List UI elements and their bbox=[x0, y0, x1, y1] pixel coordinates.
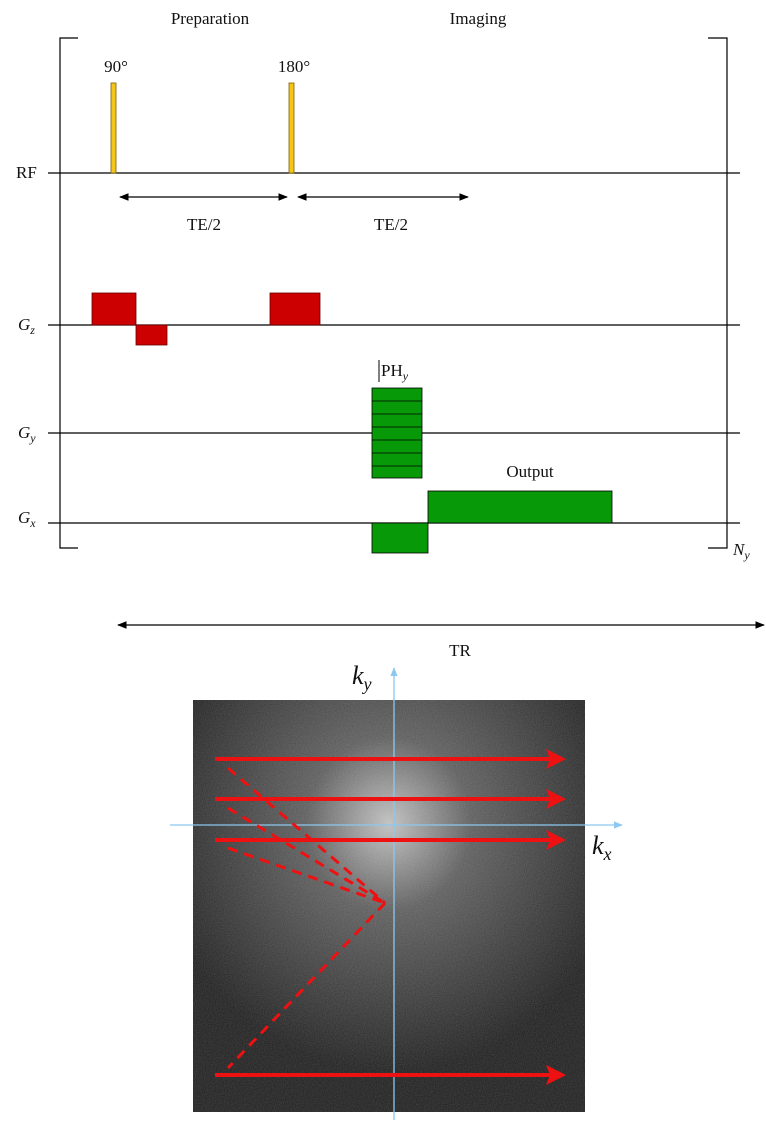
subscript: x bbox=[603, 844, 612, 864]
bracket-left bbox=[60, 38, 78, 548]
page: {"header": {"preparation": "Preparation"… bbox=[0, 0, 766, 1124]
gz-label: Gz bbox=[18, 315, 35, 337]
section-label: Imaging bbox=[450, 9, 507, 28]
subscript: z bbox=[29, 323, 35, 337]
subscript: y bbox=[362, 674, 372, 694]
subscript: y bbox=[402, 369, 409, 383]
symbol: G bbox=[18, 508, 30, 527]
tr-label: TR bbox=[449, 641, 471, 660]
pulse-label: 90° bbox=[104, 57, 128, 76]
kx-label: kx bbox=[592, 831, 612, 864]
subscript: y bbox=[743, 548, 750, 562]
repeat-label: Ny bbox=[732, 540, 750, 562]
rf-pulse bbox=[111, 83, 116, 173]
ky-label: ky bbox=[352, 661, 372, 694]
slice-gradient bbox=[270, 293, 320, 325]
symbol: PH bbox=[381, 361, 403, 380]
symbol: k bbox=[352, 661, 364, 690]
pulse-sequence-diagram: Preparation Imaging RF 90° 180° TE/2 TE/… bbox=[0, 0, 766, 1124]
subscript: x bbox=[29, 516, 36, 530]
section-label: Preparation bbox=[171, 9, 250, 28]
interval-label: TE/2 bbox=[187, 215, 221, 234]
bracket-right bbox=[708, 38, 727, 548]
rf-pulse bbox=[289, 83, 294, 173]
gx-label: Gx bbox=[18, 508, 36, 530]
readout-prephase bbox=[372, 523, 428, 553]
pulse-label: 180° bbox=[278, 57, 310, 76]
symbol: G bbox=[18, 315, 30, 334]
readout-gradient bbox=[428, 491, 612, 523]
symbol: k bbox=[592, 831, 604, 860]
kspace-noise bbox=[193, 700, 585, 1112]
slice-gradient bbox=[92, 293, 136, 325]
rf-label: RF bbox=[16, 163, 37, 182]
subscript: y bbox=[29, 431, 36, 445]
readout-label: Output bbox=[506, 462, 554, 481]
symbol: G bbox=[18, 423, 30, 442]
slice-rephase bbox=[136, 325, 167, 345]
phase-gradient bbox=[372, 388, 422, 478]
phase-label: PHy bbox=[381, 361, 409, 383]
interval-label: TE/2 bbox=[374, 215, 408, 234]
gy-label: Gy bbox=[18, 423, 36, 445]
